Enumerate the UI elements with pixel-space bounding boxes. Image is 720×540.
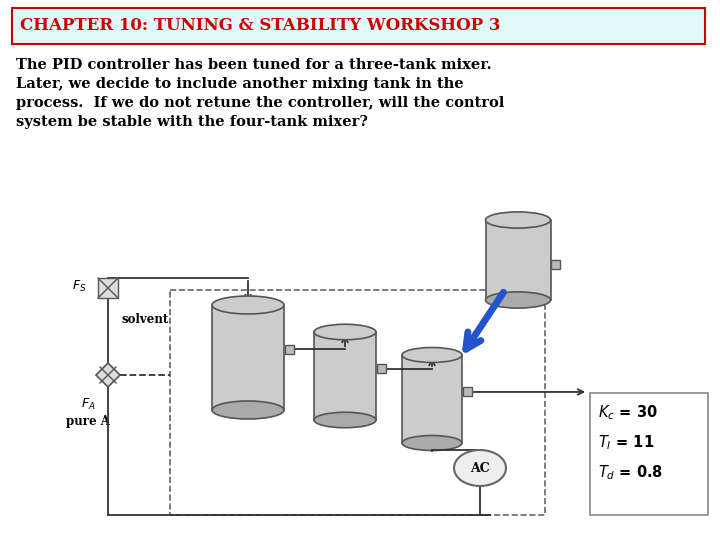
Bar bbox=[170, 290, 545, 515]
Bar bbox=[590, 393, 708, 515]
Bar bbox=[551, 260, 560, 268]
Ellipse shape bbox=[402, 435, 462, 450]
Polygon shape bbox=[96, 363, 120, 387]
Ellipse shape bbox=[485, 212, 551, 228]
Ellipse shape bbox=[314, 412, 376, 428]
Text: Later, we decide to include another mixing tank in the: Later, we decide to include another mixi… bbox=[16, 77, 464, 91]
Text: $T_d$ = 0.8: $T_d$ = 0.8 bbox=[598, 464, 663, 482]
Text: $F_S$: $F_S$ bbox=[71, 279, 86, 294]
Bar bbox=[402, 355, 462, 443]
Ellipse shape bbox=[212, 296, 284, 314]
Bar bbox=[212, 305, 284, 410]
Ellipse shape bbox=[314, 324, 376, 340]
Text: The PID controller has been tuned for a three-tank mixer.: The PID controller has been tuned for a … bbox=[16, 58, 492, 72]
Bar bbox=[377, 364, 385, 374]
Bar bbox=[314, 332, 376, 420]
Text: AC: AC bbox=[470, 462, 490, 475]
Text: $K_c$ = 30: $K_c$ = 30 bbox=[598, 404, 658, 422]
Text: solvent: solvent bbox=[122, 313, 169, 326]
Text: CHAPTER 10: TUNING & STABILITY WORKSHOP 3: CHAPTER 10: TUNING & STABILITY WORKSHOP … bbox=[20, 17, 500, 35]
Ellipse shape bbox=[212, 401, 284, 419]
Text: pure A: pure A bbox=[66, 415, 110, 428]
Text: system be stable with the four-tank mixer?: system be stable with the four-tank mixe… bbox=[16, 115, 368, 129]
FancyBboxPatch shape bbox=[12, 8, 705, 44]
Text: $T_I$ = 11: $T_I$ = 11 bbox=[598, 434, 654, 453]
Ellipse shape bbox=[485, 292, 551, 308]
Bar bbox=[284, 345, 294, 354]
Bar bbox=[462, 388, 472, 396]
Text: $F_A$: $F_A$ bbox=[81, 397, 95, 412]
Text: process.  If we do not retune the controller, will the control: process. If we do not retune the control… bbox=[16, 96, 505, 110]
Ellipse shape bbox=[402, 348, 462, 362]
Bar bbox=[98, 278, 118, 298]
Bar bbox=[485, 220, 551, 300]
Ellipse shape bbox=[454, 450, 506, 486]
